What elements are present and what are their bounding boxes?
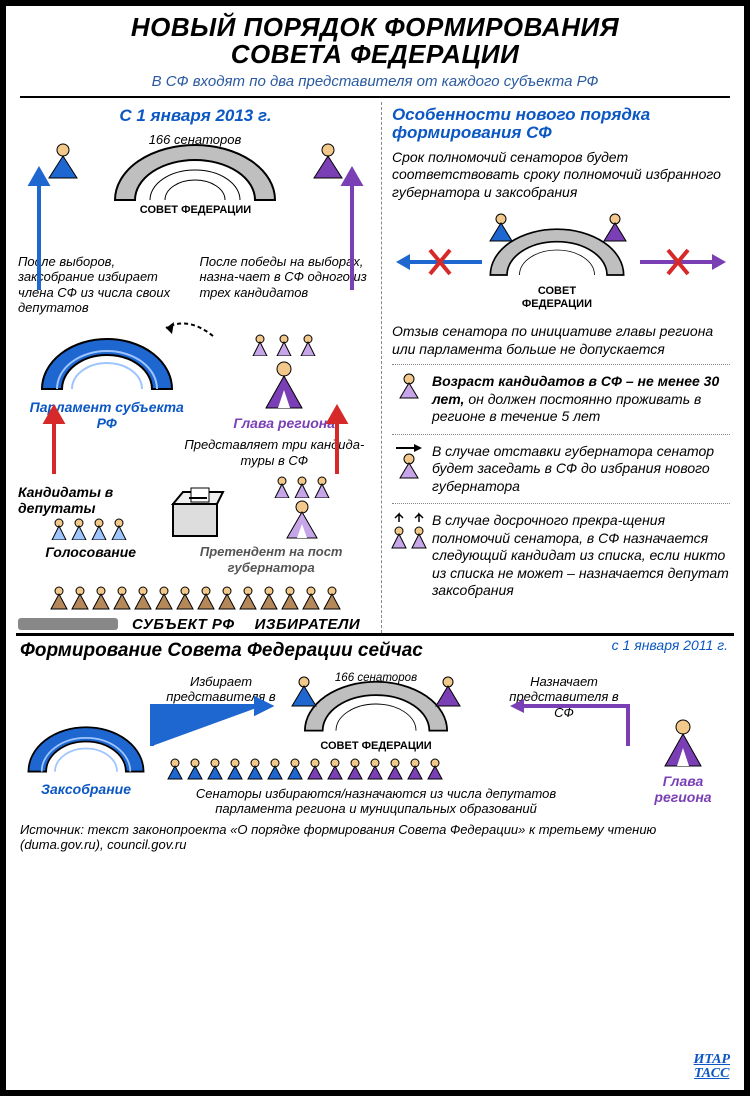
senator-blue-icon — [488, 213, 514, 243]
dep-candidate-icon — [50, 518, 68, 540]
senator-purple-icon — [434, 676, 462, 708]
bottom-date: с 1 января 2011 г. — [612, 638, 728, 653]
title: НОВЫЙ ПОРЯДОК ФОРМИРОВАНИЯСОВЕТА ФЕДЕРАЦ… — [20, 14, 730, 69]
governor-icon — [661, 718, 705, 768]
dep-candidate-icon — [110, 518, 128, 540]
governor-resign: В случае отставки губернатора сенатор бу… — [392, 443, 730, 496]
gov-candidate-label: Претендент на пост губернатора — [169, 544, 373, 575]
voters-icons — [18, 586, 373, 610]
council-label-2: СОВЕТ ФЕДЕРАЦИИ — [512, 285, 602, 309]
recall-text: Отзыв сенатора по инициативе главы регио… — [392, 323, 730, 358]
subtitle: В СФ входят по два представителя от кажд… — [20, 73, 730, 90]
governor-icon — [262, 360, 306, 410]
senator-blue-icon — [290, 676, 318, 708]
crossed-arrow-purple — [630, 247, 730, 277]
term-text: Срок полномочий сенаторов будет соответс… — [392, 149, 730, 202]
svg-text:166 сенаторов: 166 сенаторов — [335, 671, 417, 683]
bottom-panel: Формирование Совета Федерации сейчас с 1… — [16, 633, 734, 818]
arrow-purple-appoint — [504, 692, 634, 752]
arrow-blue-elect — [146, 692, 276, 752]
left-panel: С 1 января 2013 г. 166 сенаторов СОВЕТ Ф… — [16, 102, 382, 633]
candidate-icon — [398, 373, 420, 399]
age-requirement: Возраст кандидатов в СФ – не менее 30 ле… — [392, 373, 730, 426]
council-chamber-icon: 166 сенаторов — [105, 130, 285, 210]
candidate-icon — [299, 334, 317, 356]
ballot-box-icon — [165, 486, 225, 540]
right-panel: Особенности нового порядка формирования … — [382, 102, 734, 633]
assembly-chamber-icon — [21, 714, 151, 776]
gov-candidate-small-icon — [313, 476, 331, 498]
arrow-right-icon — [394, 443, 424, 453]
arrow-blue-up — [24, 160, 54, 290]
early-termination: В случае досрочного прекра-щения полномо… — [392, 512, 730, 600]
senator-count-text: 166 сенаторов — [149, 132, 242, 147]
source-text: Источник: текст законопроекта «О порядке… — [6, 818, 744, 857]
divider — [20, 96, 730, 98]
assembly-label: Заксобрание — [16, 781, 156, 797]
candidate-icon — [275, 334, 293, 356]
candidate-icon — [398, 453, 420, 479]
subject-label: СУБЪЕКТ РФ — [132, 616, 235, 633]
senator-purple-icon — [602, 213, 628, 243]
parliament-chamber-icon — [37, 324, 177, 394]
subject-bar-icon — [18, 618, 118, 630]
gov-candidate-icon — [284, 500, 320, 540]
red-arrow-right — [325, 404, 349, 474]
dep-candidate-icon — [70, 518, 88, 540]
red-arrow-left — [42, 404, 66, 474]
governor-label-2: Глава региона — [638, 773, 728, 805]
presents-arrow — [158, 316, 218, 346]
candidates-label: Кандидаты в депутаты — [18, 484, 159, 516]
voters-label: ИЗБИРАТЕЛИ — [255, 616, 361, 633]
effective-date: С 1 января 2013 г. — [18, 106, 373, 126]
council-chamber-icon: 166 сенаторов — [296, 668, 456, 740]
council-label-3: СОВЕТ ФЕДЕРАЦИИ — [276, 740, 476, 752]
candidate-icon — [251, 334, 269, 356]
gov-candidate-small-icon — [273, 476, 291, 498]
dep-candidate-icon — [90, 518, 108, 540]
bottom-note: Сенаторы избираются/назначаются из числа… — [166, 786, 586, 817]
voting-label: Голосование — [18, 544, 163, 575]
gov-candidate-small-icon — [293, 476, 311, 498]
arrow-purple-up — [337, 160, 367, 290]
council-label: СОВЕТ ФЕДЕРАЦИИ — [18, 204, 373, 216]
header: НОВЫЙ ПОРЯДОК ФОРМИРОВАНИЯСОВЕТА ФЕДЕРАЦ… — [6, 6, 744, 92]
bottom-title: Формирование Совета Федерации сейчас — [16, 640, 423, 661]
senators-row — [166, 758, 444, 780]
crossed-arrow-blue — [392, 247, 492, 277]
itar-tass-logo: ИТАРТАСС — [694, 1053, 730, 1080]
right-title: Особенности нового порядка формирования … — [392, 106, 730, 143]
swap-figures-icon — [389, 512, 429, 552]
